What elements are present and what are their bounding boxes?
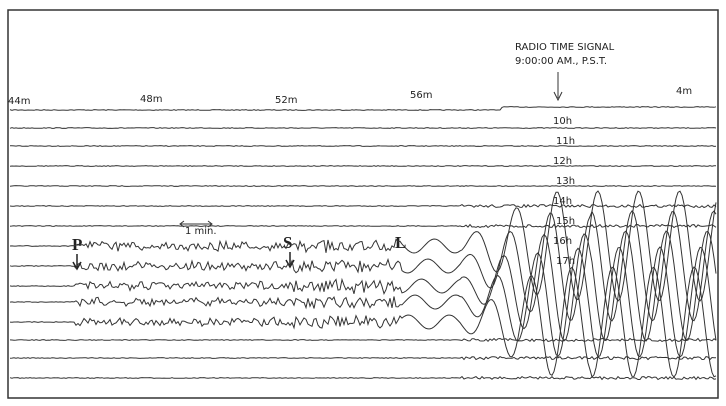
trace [9,266,717,379]
phase-label: S [283,233,292,252]
trace [9,190,717,302]
traces [9,106,717,381]
trace [9,210,717,322]
trace [9,337,717,343]
minute-mark: 48m [140,94,162,105]
hour-mark: 10h [553,116,572,127]
trace [9,185,717,187]
trace [9,230,717,342]
hour-mark: 17h [556,256,575,267]
hour-marks: 10h 11h 12h 13h 14h 15h 16h 17h [553,116,575,267]
trace [9,145,717,147]
trace [9,375,717,381]
frame [7,9,719,399]
hour-mark: 16h [553,236,572,247]
trace [9,223,717,229]
minute-mark: 56m [410,90,432,101]
signal-title: RADIO TIME SIGNAL [515,42,615,53]
trace [9,127,717,129]
trace [9,165,717,167]
hour-mark: 12h [553,156,572,167]
scale-label: 1 min. [185,226,217,237]
trace [9,106,717,111]
signal-time: 9:00:00 AM., P.S.T. [515,56,607,67]
minute-mark: 4m [676,86,692,97]
trace [9,203,717,209]
hour-mark: 11h [556,136,575,147]
minute-mark: 44m [8,96,30,107]
trace [9,355,717,361]
minute-mark: 52m [275,95,297,106]
hour-mark: 15h [556,216,575,227]
signal-arrowhead [553,91,563,102]
hour-mark: 13h [556,176,575,187]
hour-mark: 14h [553,196,572,207]
